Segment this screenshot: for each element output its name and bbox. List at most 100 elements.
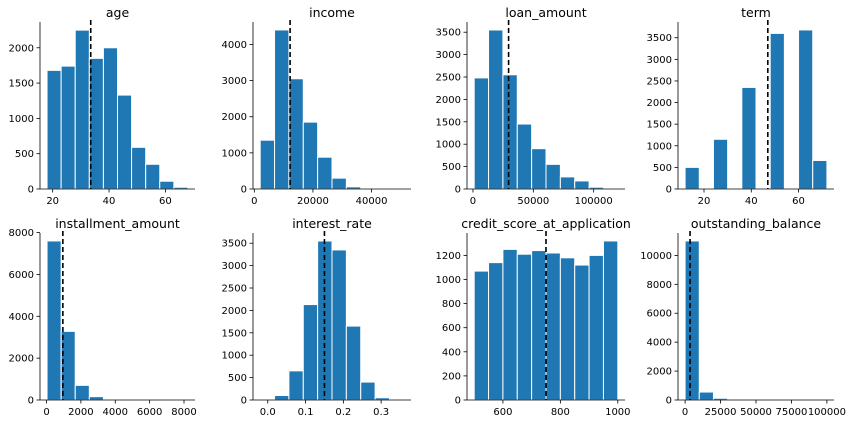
y-tick-label: 0: [455, 185, 461, 196]
histogram-bar: [345, 325, 362, 401]
histogram-bar: [302, 121, 319, 190]
y-tick-label: 6000: [647, 309, 672, 320]
histogram-bar: [812, 159, 828, 190]
histogram-bar: [698, 391, 714, 401]
y-tick-label: 0: [666, 185, 672, 196]
histogram-bar: [502, 248, 518, 401]
y-tick-label: 400: [442, 347, 461, 358]
x-tick-label: 50000: [740, 407, 772, 418]
y-tick-label: 1000: [436, 275, 461, 286]
histogram-bar: [145, 163, 161, 190]
histogram-bar: [588, 254, 604, 401]
y-tick-label: 600: [442, 323, 461, 334]
y-tick-label: 2500: [436, 73, 461, 84]
histogram-bar: [274, 395, 290, 401]
histogram-bar: [545, 252, 561, 401]
y-tick-label: 2000: [436, 95, 461, 106]
y-tick-label: 2000: [647, 367, 672, 378]
histogram-bar: [74, 384, 90, 401]
x-tick-label: 0.1: [298, 407, 314, 418]
subplot-interest_rate: 0.0 0.1 0.2 0.3 0 500 1000 1500 2000 2500 3000 3500…: [222, 216, 411, 418]
histogram-bar: [288, 78, 304, 190]
y-tick-label: 3000: [222, 261, 247, 272]
histogram-bar: [769, 32, 785, 190]
x-tick-label: 100000: [575, 196, 613, 207]
subplot-age: 20 40 60 0 500 1000 1500 2000 age: [9, 5, 195, 207]
y-tick-label: 2500: [222, 284, 247, 295]
y-tick-label: 2000: [222, 306, 247, 317]
y-tick-label: 10000: [640, 251, 672, 262]
y-tick-label: 2500: [647, 76, 672, 87]
histogram-bar: [331, 177, 347, 190]
histogram-bar: [602, 240, 619, 401]
y-tick-label: 3000: [436, 50, 461, 61]
x-tick-label: 1000: [605, 407, 630, 418]
histogram-bar: [274, 29, 290, 190]
subplot-title: interest_rate: [292, 216, 372, 231]
histogram-bar: [488, 262, 504, 401]
histogram-bar: [360, 381, 376, 401]
y-tick-label: 1500: [647, 120, 672, 131]
y-tick-label: 2000: [9, 43, 34, 54]
subplot-title: term: [741, 5, 771, 20]
y-tick-label: 3500: [647, 33, 672, 44]
y-tick-label: 200: [442, 371, 461, 382]
x-tick-label: 0: [251, 196, 257, 207]
histogram-bar: [102, 47, 118, 190]
x-tick-label: 0: [470, 196, 476, 207]
x-tick-label: 40: [103, 196, 116, 207]
y-tick-label: 0: [666, 396, 672, 407]
x-tick-label: 4000: [103, 407, 128, 418]
subplot-title: outstanding_balance: [691, 216, 822, 231]
histogram-bar: [684, 240, 700, 401]
y-tick-label: 0: [241, 396, 247, 407]
histogram-bar: [712, 138, 729, 190]
histogram-bar: [302, 304, 319, 401]
y-tick-label: 8000: [9, 228, 34, 239]
x-tick-label: 20: [46, 196, 59, 207]
subplot-title: income: [309, 5, 355, 20]
y-tick-label: 500: [442, 162, 461, 173]
x-tick-label: 800: [551, 407, 570, 418]
histogram-bar: [531, 250, 547, 401]
x-tick-label: 100000: [808, 407, 846, 418]
y-tick-label: 3000: [222, 76, 247, 87]
subplot-term: 20 40 60 0 500 1000 1500 2000 2500 3000 3500 term: [647, 5, 834, 207]
y-tick-label: 2000: [9, 354, 34, 365]
subplot-credit_score_at_application: 600 800 1000 0 200 400 600 800 1000 1200 credit_sc…: [436, 216, 631, 418]
y-tick-label: 800: [442, 299, 461, 310]
histogram-bar: [317, 156, 333, 190]
x-tick-label: 8000: [171, 407, 196, 418]
y-tick-label: 1500: [9, 79, 34, 90]
histogram-bar: [46, 69, 62, 190]
y-tick-label: 4000: [647, 338, 672, 349]
subplot-title: installment_amount: [55, 216, 180, 231]
histogram-bar: [488, 29, 504, 190]
histogram-bar: [131, 146, 147, 190]
y-tick-label: 500: [228, 373, 247, 384]
histogram-bar: [559, 176, 576, 190]
histogram-bar: [60, 330, 76, 401]
y-tick-label: 4000: [9, 312, 34, 323]
y-tick-label: 3000: [647, 55, 672, 66]
histogram-bar: [473, 270, 490, 401]
y-tick-label: 1000: [222, 351, 247, 362]
x-tick-label: 25000: [705, 407, 737, 418]
histogram-bar: [545, 163, 561, 190]
y-tick-label: 0: [28, 396, 34, 407]
x-tick-label: 0: [43, 407, 49, 418]
x-tick-label: 75000: [776, 407, 808, 418]
x-tick-label: 20: [698, 196, 711, 207]
histogram-bar: [88, 396, 104, 401]
y-tick-label: 3500: [436, 28, 461, 39]
y-tick-label: 1000: [436, 140, 461, 151]
y-tick-label: 2000: [222, 112, 247, 123]
histogram-bar: [574, 180, 590, 190]
histogram-bar: [288, 370, 304, 401]
x-tick-label: 50000: [517, 196, 549, 207]
x-tick-label: 60: [159, 196, 172, 207]
subplot-title: credit_score_at_application: [461, 216, 631, 231]
histogram-bar: [684, 166, 700, 190]
subplot-outstanding_balance: 0 25000 50000 75000 100000 0 2000 4000 6000 8000 1…: [640, 216, 846, 418]
y-tick-label: 0: [241, 185, 247, 196]
